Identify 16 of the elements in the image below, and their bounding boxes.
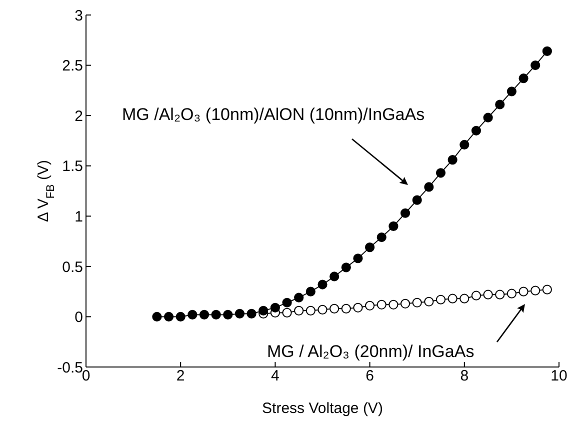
annotation: MG / Al₂O₃ (20nm)/ InGaAs (267, 342, 474, 361)
y-tick-label: 1 (74, 208, 83, 226)
y-tick-label: -0.5 (57, 359, 83, 376)
x-tick-label: 8 (460, 368, 469, 385)
x-tick-label: 10 (550, 368, 568, 385)
y-tick-label: 2 (74, 108, 83, 125)
y-tick-label: 0.5 (62, 258, 83, 276)
x-tick-label: 6 (366, 368, 374, 385)
y-tick-label: 3 (74, 7, 83, 24)
x-axis-title: Stress Voltage (V) (262, 400, 383, 417)
y-tick-label: 1.5 (62, 158, 83, 176)
y-tick-label: 0 (74, 309, 83, 326)
x-tick-label: 4 (271, 368, 280, 385)
annotation: MG /Al₂O₃ (10nm)/AlON (10nm)/InGaAs (122, 105, 425, 124)
x-tick-label: 2 (176, 368, 185, 385)
y-tick-label: 2.5 (62, 58, 83, 75)
